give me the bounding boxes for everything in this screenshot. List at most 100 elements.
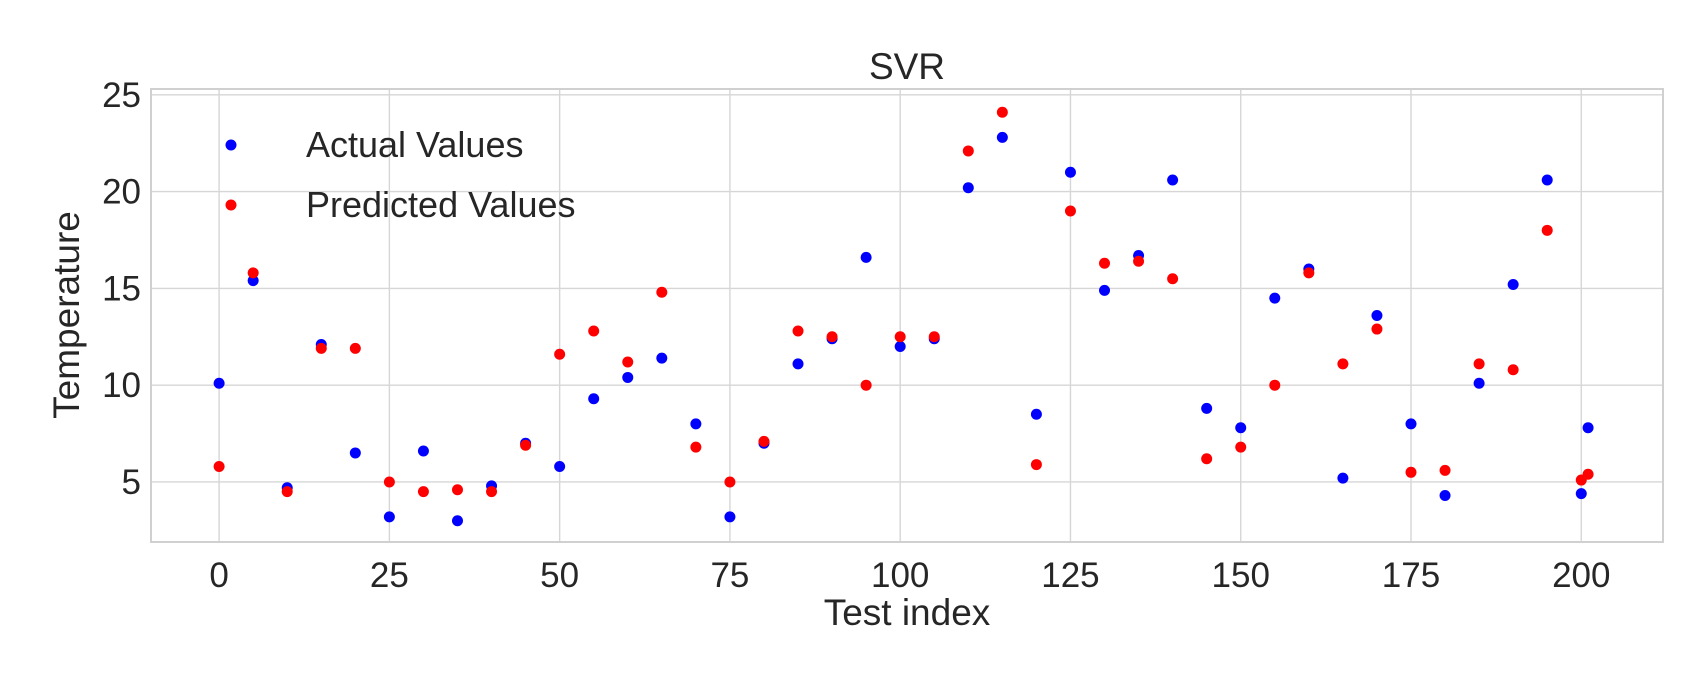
legend-label-predicted: Predicted Values [306, 184, 576, 225]
actual-value-point [894, 340, 906, 352]
predicted-value-point [1167, 273, 1179, 285]
predicted-value-point [315, 342, 327, 354]
predicted-value-point [247, 267, 259, 279]
grid [151, 89, 1663, 542]
predicted-value-point [383, 476, 395, 488]
predicted-value-point [690, 441, 702, 453]
predicted-value-point [520, 439, 532, 451]
x-tick-label: 25 [370, 556, 409, 595]
predicted-value-point [417, 486, 429, 498]
predicted-value-point [554, 348, 566, 360]
x-tick-label: 75 [710, 556, 749, 595]
predicted-value-point [1064, 205, 1076, 217]
actual-value-point [962, 182, 974, 194]
actual-value-point [792, 358, 804, 370]
actual-value-point [1235, 422, 1247, 434]
predicted-value-point [724, 476, 736, 488]
actual-value-point [349, 447, 361, 459]
predicted-value-point [928, 331, 940, 343]
actual-value-point [1030, 408, 1042, 420]
predicted-value-point [792, 325, 804, 337]
predicted-value-point [1439, 464, 1451, 476]
actual-value-point [1541, 174, 1553, 186]
actual-value-point [1582, 422, 1594, 434]
y-tick-label: 25 [102, 76, 141, 115]
predicted-value-point [349, 342, 361, 354]
predicted-value-point [860, 379, 872, 391]
actual-value-point [724, 511, 736, 523]
predicted-value-point [758, 435, 770, 447]
predicted-value-point [1371, 323, 1383, 335]
actual-value-point [1167, 174, 1179, 186]
y-axis-label: Temperature [46, 211, 87, 419]
x-tick-label: 150 [1212, 556, 1270, 595]
legend-label-actual: Actual Values [306, 124, 523, 165]
predicted-value-point [962, 145, 974, 157]
predicted-value-point [1133, 255, 1145, 267]
actual-value-point [996, 131, 1008, 143]
chart-title: SVR [869, 46, 945, 87]
predicted-value-point [996, 106, 1008, 118]
predicted-value-point [588, 325, 600, 337]
predicted-value-point [1099, 257, 1111, 269]
actual-value-point [1473, 377, 1485, 389]
actual-value-point [1405, 418, 1417, 430]
predicted-value-point [1030, 459, 1042, 471]
predicted-value-point [1235, 441, 1247, 453]
actual-value-point [588, 393, 600, 405]
x-tick-label: 100 [871, 556, 929, 595]
actual-value-point [213, 377, 225, 389]
actual-value-point [1371, 310, 1383, 321]
actual-value-point [1575, 488, 1587, 500]
y-tick-label: 5 [122, 463, 141, 502]
y-tick-label: 15 [102, 269, 141, 308]
predicted-value-point [213, 461, 225, 472]
tick-labels: 0 25 50 75 100 125 150 175 200 5 10 15 20 25 [102, 76, 1610, 595]
actual-value-point [656, 352, 668, 364]
predicted-value-point [1507, 364, 1519, 376]
predicted-value-point [486, 486, 498, 498]
predicted-value-point [1269, 379, 1281, 391]
actual-value-point [690, 418, 702, 430]
actual-value-point [417, 445, 429, 457]
legend-marker-actual [225, 139, 237, 151]
x-tick-label: 0 [209, 556, 228, 595]
legend-marker-predicted [225, 199, 237, 211]
actual-value-point [383, 511, 395, 523]
predicted-value-point [826, 331, 838, 343]
predicted-value-point [1582, 468, 1594, 480]
actual-value-point [622, 371, 634, 383]
predicted-value-point [451, 484, 463, 496]
predicted-value-point [622, 356, 634, 368]
predicted-value-point [1541, 224, 1553, 236]
actual-value-point [554, 461, 566, 472]
x-tick-label: 200 [1552, 556, 1610, 595]
x-tick-label: 125 [1041, 556, 1099, 595]
predicted-value-point [1405, 466, 1417, 478]
predicted-value-point [1337, 358, 1349, 370]
data-points [213, 106, 1594, 527]
actual-value-point [860, 251, 872, 263]
x-tick-label: 175 [1382, 556, 1440, 595]
x-axis-label: Test index [824, 592, 991, 633]
actual-value-point [1439, 490, 1451, 502]
actual-value-point [1099, 284, 1111, 296]
actual-value-point [1337, 472, 1349, 484]
predicted-value-point [1303, 267, 1315, 279]
legend: Actual Values Predicted Values [225, 124, 576, 225]
actual-value-point [247, 275, 259, 287]
predicted-value-point [1201, 453, 1213, 465]
x-tick-label: 50 [540, 556, 579, 595]
actual-value-point [1507, 279, 1519, 291]
predicted-value-point [281, 486, 293, 498]
actual-value-point [1201, 402, 1213, 414]
y-tick-label: 10 [102, 366, 141, 405]
plot-frame [150, 88, 1664, 543]
actual-value-point [1064, 166, 1076, 178]
predicted-value-point [894, 331, 906, 343]
actual-value-point [451, 515, 463, 527]
actual-value-point [1269, 292, 1281, 304]
predicted-value-point [1473, 358, 1485, 370]
predicted-value-point [656, 286, 668, 298]
